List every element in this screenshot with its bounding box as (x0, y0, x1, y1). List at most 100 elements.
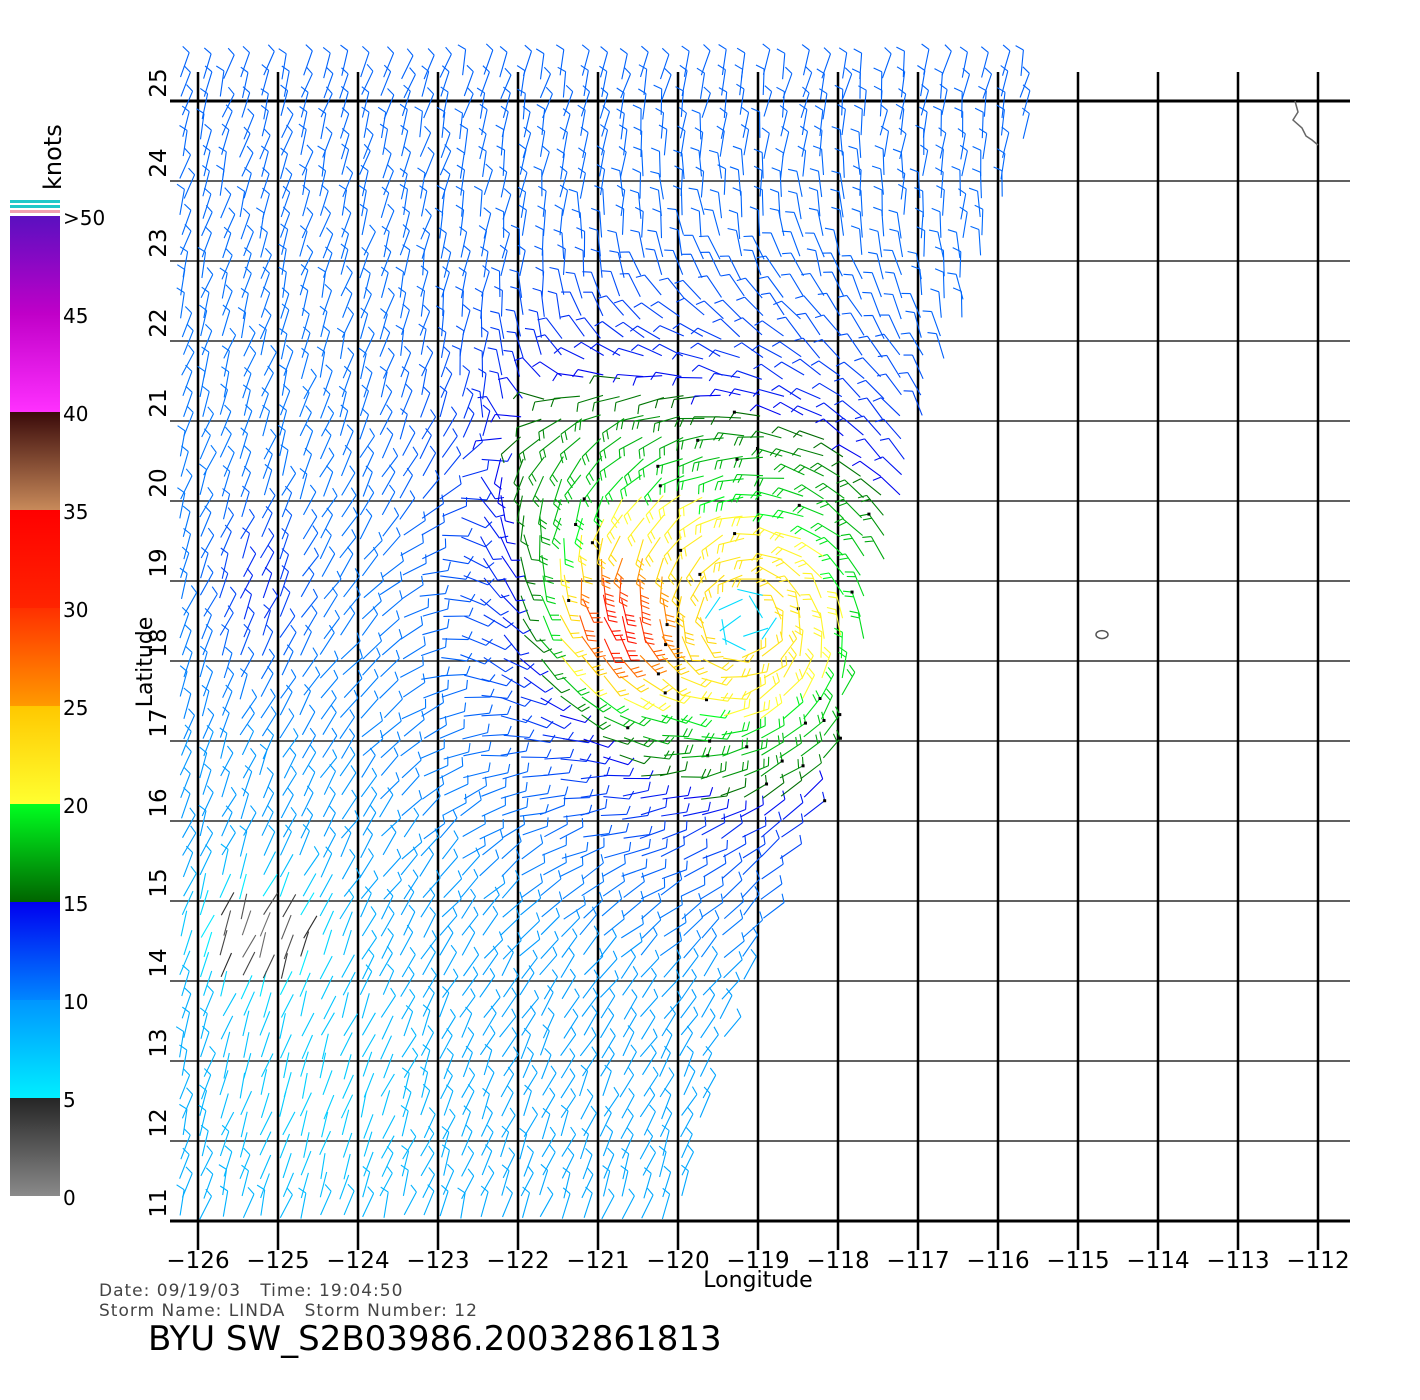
wind-barb (380, 772, 400, 800)
wind-barb (557, 244, 566, 275)
wind-barb (639, 616, 655, 645)
wind-barb (801, 44, 810, 76)
wind-barb (181, 84, 194, 116)
wind-barb (506, 330, 524, 358)
wind-barb (957, 128, 966, 160)
wind-barb (362, 1051, 373, 1077)
wind-barb (762, 594, 782, 620)
wind-barb (243, 546, 257, 577)
wind-barb (621, 599, 637, 627)
wind-barb (675, 86, 684, 117)
wind-barb (301, 785, 314, 817)
wind-barb (319, 447, 335, 478)
wind-barb (461, 888, 476, 919)
wind-barb (241, 266, 252, 298)
wind-barb (439, 907, 458, 936)
wind-barb (659, 619, 675, 647)
wind-barb (401, 698, 427, 720)
y-tick-label: 20 (146, 468, 172, 497)
wind-barb (300, 807, 314, 839)
wind-barb (200, 267, 214, 298)
wind-barb (241, 86, 251, 118)
wind-barb (279, 1034, 292, 1059)
wind-barb (443, 1047, 454, 1080)
wind-barb (502, 798, 529, 816)
wind-barb (701, 909, 720, 939)
wind-barb (243, 108, 255, 140)
wind-barb (361, 929, 377, 960)
wind-barb (701, 676, 733, 686)
wind-barb (675, 596, 686, 628)
wind-barb (850, 128, 862, 158)
wind-barb (240, 1090, 253, 1116)
wind-barb (874, 145, 885, 176)
rain-flag-marker (755, 447, 759, 451)
wind-barb (690, 342, 721, 357)
wind-barb (559, 165, 568, 198)
wind-barb (362, 127, 374, 160)
wind-barb (556, 148, 565, 180)
wind-barb (723, 892, 745, 920)
wind-barb (578, 147, 587, 179)
wind-barb (883, 293, 902, 320)
wind-barb (639, 45, 649, 78)
wind-barb (490, 413, 522, 423)
wind-barb (635, 274, 662, 296)
wind-barb (242, 951, 256, 976)
wind-barb (443, 743, 471, 760)
wind-barb (480, 265, 490, 297)
wind-barb (658, 124, 668, 156)
wind-barb (743, 627, 769, 637)
wind-barb (363, 366, 373, 398)
wind-barb (341, 728, 356, 759)
wind-barb (607, 229, 622, 259)
wind-barb (359, 246, 369, 279)
wind-barb (623, 989, 638, 1020)
wind-barb (282, 806, 297, 838)
wind-barb (841, 255, 863, 280)
wind-barb (719, 107, 728, 139)
wind-barb (321, 546, 336, 577)
wind-barb (220, 547, 229, 579)
wind-barb (501, 832, 522, 860)
wind-barb (180, 1128, 191, 1160)
wind-barb (815, 402, 845, 420)
wind-barb (279, 565, 290, 597)
wind-barb (743, 886, 760, 916)
wind-barb (414, 106, 423, 138)
wind-barb (263, 428, 277, 460)
wind-barb (664, 514, 682, 544)
wind-barb (560, 714, 592, 724)
wind-barb (280, 824, 292, 856)
wind-barb (199, 486, 214, 518)
wind-barb (260, 88, 269, 120)
wind-barb (600, 559, 611, 590)
rain-flag-marker (850, 590, 854, 594)
wind-barb (501, 1085, 514, 1117)
wind-barb (199, 87, 209, 120)
wind-barb (473, 347, 484, 378)
wind-barb (722, 909, 744, 936)
wind-barb (853, 48, 863, 80)
colorbar-cap-cyan (10, 205, 60, 208)
wind-barb (243, 606, 255, 638)
wind-barb (179, 1044, 188, 1076)
wind-barb (938, 127, 947, 159)
wind-barb (321, 1111, 329, 1138)
wind-barb (261, 64, 270, 96)
wind-barb (360, 1091, 367, 1118)
wind-barb (181, 1166, 193, 1198)
wind-barb (199, 844, 212, 876)
wind-barb (301, 1034, 314, 1060)
wind-barb (714, 299, 742, 319)
wind-barb (650, 170, 664, 200)
wind-barb (730, 370, 762, 380)
wind-barb (690, 394, 721, 405)
wind-barb (341, 1109, 350, 1136)
wind-barb (242, 1187, 255, 1219)
wind-barb (662, 1165, 672, 1198)
wind-barb (461, 1124, 473, 1156)
wind-barb (528, 456, 545, 486)
wind-barb (442, 1108, 456, 1140)
wind-barb (559, 437, 581, 464)
